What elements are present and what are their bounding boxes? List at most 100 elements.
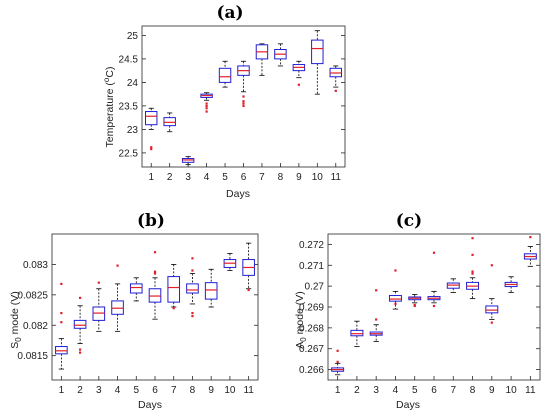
y-tick-label: 0.269 — [299, 303, 324, 314]
x-tick-label: 7 — [259, 172, 265, 183]
x-tick-label: 4 — [393, 385, 399, 396]
outlier-point — [205, 110, 208, 113]
box-iqr — [311, 39, 324, 65]
box-iqr — [129, 283, 143, 294]
box-day-10 — [504, 276, 518, 293]
box-iqr — [186, 283, 199, 294]
outlier-point — [78, 351, 82, 354]
box-iqr — [148, 288, 162, 303]
x-tick-label: 10 — [312, 172, 324, 183]
x-tick-label: 9 — [296, 172, 302, 183]
x-tick-label: 1 — [59, 385, 65, 396]
panel-c-title: (c) — [396, 211, 422, 231]
box-day-1 — [55, 282, 68, 370]
x-tick-label: 3 — [373, 385, 379, 396]
x-tick-label: 6 — [241, 172, 247, 183]
x-tick-label: 6 — [152, 385, 158, 396]
outlier-point — [191, 257, 194, 260]
y-tick-label: 0.272 — [299, 240, 324, 251]
box-day-5 — [218, 60, 232, 88]
y-tick-label: 0.271 — [299, 261, 324, 272]
x-tick-label: 2 — [354, 385, 360, 396]
outlier-point — [153, 272, 157, 275]
box-day-7 — [255, 43, 269, 76]
x-tick-label: 1 — [335, 385, 341, 396]
outlier-point — [432, 251, 436, 254]
x-axis-label-c: Days — [396, 399, 420, 411]
box-iqr — [204, 282, 218, 300]
box-day-11 — [329, 65, 342, 92]
y-tick-label: 0.0815 — [17, 351, 48, 362]
chart-panel-a: Temperature (oC) Days 22.52323.52424.525… — [102, 25, 346, 200]
outlier-point — [394, 302, 397, 305]
box-iqr — [55, 346, 68, 355]
box-day-9 — [204, 268, 218, 308]
box-iqr — [350, 329, 364, 337]
panel-a-title: (a) — [216, 3, 243, 23]
box-day-10 — [311, 30, 324, 95]
outlier-point — [490, 321, 493, 324]
outlier-point — [413, 304, 416, 308]
box-day-6 — [237, 60, 250, 107]
outlier-point — [205, 104, 208, 107]
box-iqr — [111, 300, 124, 315]
x-tick-label: 2 — [77, 385, 83, 396]
box-day-11 — [242, 242, 255, 292]
box-day-10 — [223, 253, 237, 271]
box-day-2 — [350, 320, 364, 348]
box-day-3 — [369, 289, 383, 342]
box-iqr — [218, 67, 232, 83]
outlier-point — [336, 360, 339, 363]
y-tick-label: 24.5 — [119, 54, 139, 65]
outlier-point — [247, 288, 250, 292]
x-tick-label: 9 — [208, 385, 214, 396]
box-day-11 — [523, 236, 537, 267]
y-tick-label: 0.266 — [299, 365, 324, 376]
outlier-point — [334, 89, 337, 92]
x-tick-label: 2 — [167, 172, 173, 183]
y-tick-label: 0.083 — [23, 260, 48, 271]
outlier-point — [297, 83, 300, 86]
outlier-point — [191, 311, 194, 315]
x-tick-label: 5 — [412, 385, 418, 396]
x-tick-label: 7 — [171, 385, 177, 396]
outlier-point — [97, 281, 100, 284]
outlier-point — [60, 282, 63, 285]
outlier-point — [471, 253, 474, 256]
box-day-4 — [388, 269, 402, 310]
x-tick-label: 1 — [148, 172, 154, 183]
x-tick-label: 3 — [96, 385, 102, 396]
box-day-8 — [274, 43, 287, 67]
box-day-6 — [148, 251, 162, 320]
y-tick-label: 22.5 — [119, 148, 139, 159]
outlier-point — [471, 270, 474, 273]
x-tick-label: 8 — [470, 385, 476, 396]
box-day-3 — [181, 156, 195, 166]
outlier-point — [394, 269, 397, 272]
outlier-point — [191, 315, 194, 318]
outlier-point — [242, 100, 245, 103]
y-axis-label-a: Temperature (oC) — [102, 67, 116, 148]
outlier-point — [116, 264, 119, 267]
box-day-8 — [186, 257, 199, 318]
x-tick-label: 8 — [190, 385, 196, 396]
outlier-point — [529, 236, 532, 239]
outlier-point — [172, 307, 175, 310]
outlier-point — [242, 95, 245, 98]
outlier-point — [78, 348, 82, 351]
y-tick-label: 0.267 — [299, 344, 324, 355]
box-iqr — [92, 306, 106, 321]
y-tick-label: 23.5 — [119, 101, 139, 112]
outlier-point — [191, 269, 194, 272]
outlier-point — [375, 318, 378, 321]
x-tick-label: 7 — [450, 385, 456, 396]
y-tick-label: 25 — [127, 31, 139, 42]
box-day-2 — [73, 296, 87, 354]
x-tick-label: 5 — [222, 172, 228, 183]
outlier-point — [60, 311, 63, 315]
box-iqr — [388, 295, 402, 302]
outlier-point — [242, 104, 245, 107]
box-day-6 — [427, 251, 441, 308]
